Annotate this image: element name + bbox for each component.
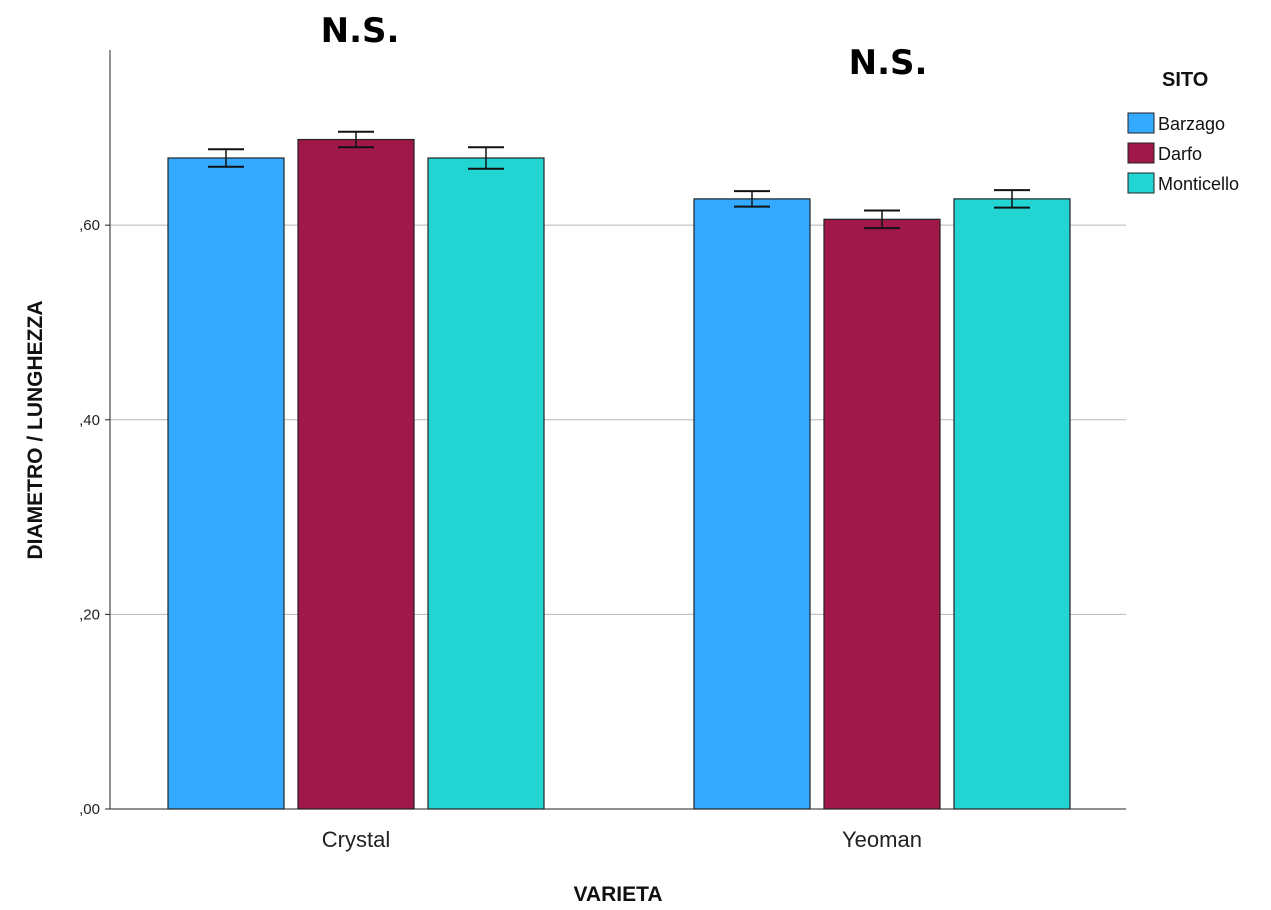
y-tick-label: ,20 xyxy=(79,606,100,623)
bars xyxy=(167,138,1071,810)
x-tick-labels: Crystal Yeoman xyxy=(322,827,922,852)
x-tick-label: Crystal xyxy=(322,827,390,852)
axes xyxy=(105,50,1126,810)
bar xyxy=(427,157,545,810)
y-axis-title: DIAMETRO / LUNGHEZZA xyxy=(24,301,47,560)
legend-entry: Darfo xyxy=(1158,144,1202,164)
legend-entry: Barzago xyxy=(1158,114,1225,134)
bar xyxy=(167,157,285,810)
legend-entry: Monticello xyxy=(1158,174,1239,194)
legend: SITO Barzago Darfo Monticello xyxy=(1127,69,1239,194)
error-bars xyxy=(208,130,1030,230)
y-tick-label: ,00 xyxy=(79,801,100,818)
x-tick-label: Yeoman xyxy=(842,827,922,852)
legend-swatch xyxy=(1127,172,1155,194)
bar xyxy=(953,198,1071,810)
bar xyxy=(297,138,415,810)
y-tick-label: ,60 xyxy=(79,217,100,234)
y-tick-label: ,40 xyxy=(79,412,100,429)
annotation-crystal: N.S. xyxy=(321,11,400,51)
legend-swatch xyxy=(1127,142,1155,164)
bar xyxy=(823,218,941,810)
y-tick-labels: ,00 ,20 ,40 ,60 xyxy=(79,217,100,818)
bar xyxy=(693,198,811,810)
x-axis-title: VARIETA xyxy=(573,883,662,906)
annotation-yeoman: N.S. xyxy=(849,43,928,83)
legend-title: SITO xyxy=(1162,69,1208,91)
legend-swatch xyxy=(1127,112,1155,134)
